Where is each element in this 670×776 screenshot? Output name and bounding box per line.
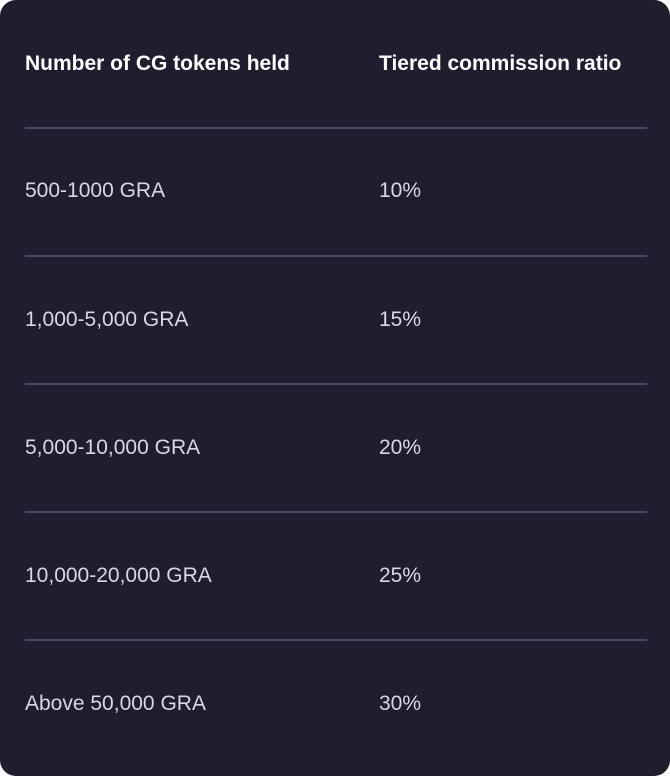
table-row-1-ratio: 10% — [379, 179, 422, 202]
table-row-3-tokens: 5,000-10,000 GRA — [25, 436, 201, 459]
column-header-ratio: Tiered commission ratio — [379, 52, 622, 75]
table-row-1-tokens: 500-1000 GRA — [25, 179, 166, 202]
table-row-2-ratio: 15% — [379, 308, 422, 331]
row-divider — [25, 383, 647, 385]
row-divider — [25, 639, 647, 641]
table-row-5-ratio: 30% — [379, 692, 422, 715]
row-divider — [25, 255, 647, 257]
table-row-5-tokens: Above 50,000 GRA — [25, 692, 206, 715]
table-row-2-tokens: 1,000-5,000 GRA — [25, 308, 189, 331]
table-row-4-ratio: 25% — [379, 564, 422, 587]
column-header-tokens: Number of CG tokens held — [25, 52, 290, 75]
row-divider — [25, 127, 647, 129]
table-row-4-tokens: 10,000-20,000 GRA — [25, 564, 212, 587]
row-divider — [25, 511, 647, 513]
table-row-3-ratio: 20% — [379, 436, 422, 459]
